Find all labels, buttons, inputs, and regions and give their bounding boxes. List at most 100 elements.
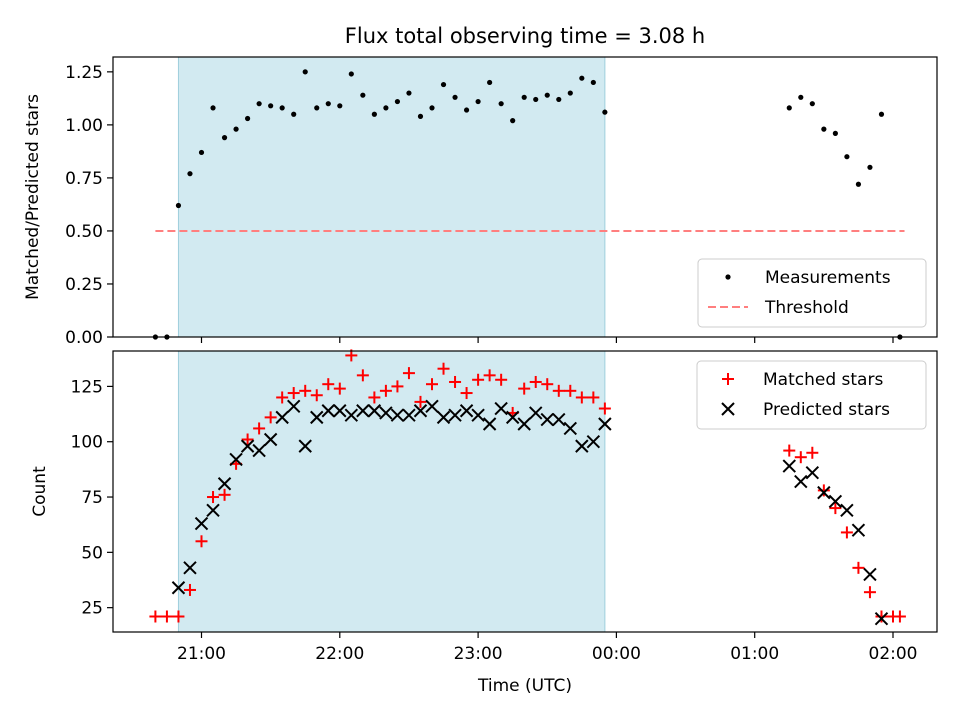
measurement-point (463, 107, 470, 113)
measurement-point (452, 94, 458, 100)
x-tick-label: 23:00 (454, 644, 503, 664)
predicted-star-point (805, 465, 820, 480)
legend-predicted-label: Predicted stars (763, 400, 890, 420)
predicted-star-point (413, 404, 428, 418)
matched-star-point (195, 535, 208, 548)
matched-star-point (840, 526, 853, 539)
bottom-y-axis: 25 50 75 100 125 (71, 377, 113, 619)
measurement-point (556, 96, 562, 103)
legend-matched-marker (722, 373, 734, 385)
top-observing-span (177, 56, 606, 338)
measurement-point (821, 126, 827, 132)
predicted-star-point (494, 401, 508, 416)
matched-star-point (356, 369, 369, 382)
predicted-star-point (540, 412, 554, 427)
top-y-tick-label: 0.75 (65, 169, 103, 189)
matched-star-point (426, 378, 438, 391)
predicted-star-point (436, 410, 451, 425)
matched-star-point (379, 384, 392, 397)
measurement-point (406, 90, 412, 96)
predicted-star-point (206, 503, 220, 518)
bottom-y-tick-label: 125 (71, 377, 103, 397)
measurement-point (602, 109, 608, 115)
x-tick-label: 22:00 (315, 644, 364, 664)
predicted-star-point (390, 408, 405, 422)
matched-star-point (541, 378, 554, 391)
matched-star-point (449, 375, 462, 388)
matched-star-point (310, 389, 323, 402)
matched-star-point (391, 380, 404, 393)
measurement-point (498, 101, 504, 107)
bottom-x-axis: 21:00 22:00 23:00 00:00 01:00 02:00 (177, 632, 918, 664)
legend-threshold-label: Threshold (764, 298, 849, 318)
matched-star-point (264, 411, 277, 424)
measurement-point (348, 71, 354, 77)
matched-star-point (322, 378, 335, 391)
predicted-star-point (252, 443, 266, 458)
predicted-star-point (482, 417, 497, 431)
measurement-point (786, 105, 792, 111)
matched-star-point (783, 444, 796, 457)
matched-star-point (575, 391, 588, 404)
top-panel: 0.00 0.25 0.50 0.75 1.00 1.25 Matched/Predict… (23, 56, 938, 348)
matched-star-point (437, 362, 450, 375)
measurement-point (475, 98, 481, 105)
measurement-point (844, 154, 850, 160)
measurement-point (268, 103, 274, 109)
matched-star-point (241, 433, 254, 446)
matched-star-point (794, 451, 807, 464)
predicted-star-point (517, 417, 531, 431)
matched-star-point (852, 561, 865, 574)
predicted-star-point (298, 439, 312, 453)
matched-star-point (460, 387, 473, 400)
predicted-star-point (529, 406, 543, 420)
bottom-y-axis-label: Count (30, 466, 50, 517)
predicted-star-point (425, 399, 439, 414)
predicted-star-point (286, 399, 301, 414)
predicted-star-point (471, 408, 485, 422)
matched-star-point (299, 384, 312, 397)
top-y-axis-label: Matched/Predicted stars (23, 94, 43, 300)
measurement-point (256, 101, 262, 107)
bottom-y-tick-label: 100 (71, 433, 103, 453)
measurement-point (521, 94, 527, 100)
predicted-star-point (598, 417, 612, 431)
measurement-point (360, 92, 366, 98)
top-legend: Measurements Threshold (697, 258, 927, 328)
measurement-point (429, 105, 435, 111)
predicted-star-point (840, 503, 854, 518)
measurement-point (867, 164, 873, 170)
bottom-y-tick-label: 75 (81, 488, 103, 508)
matched-stars-points (149, 349, 906, 623)
predicted-star-point (851, 523, 866, 537)
x-tick-label: 02:00 (869, 644, 918, 664)
bottom-axes-frame (112, 350, 938, 633)
matched-star-point (817, 484, 830, 497)
matched-star-point (172, 610, 185, 623)
measurement-point (198, 149, 205, 156)
matched-star-point (414, 395, 427, 408)
predicted-star-point (402, 408, 416, 422)
measurement-point (440, 81, 447, 88)
predicted-star-point (229, 452, 243, 467)
predicted-star-point (344, 408, 359, 422)
predicted-star-point (310, 410, 324, 425)
matched-star-point (253, 422, 266, 435)
bottom-observing-span (177, 350, 606, 633)
matched-star-point (207, 491, 220, 504)
measurement-point (510, 118, 516, 124)
predicted-star-point (874, 612, 889, 626)
predicted-star-point (586, 435, 601, 449)
predicted-star-point (333, 404, 347, 418)
predicted-star-point (863, 567, 877, 582)
measurement-point (394, 98, 401, 105)
top-y-tick-label: 0.25 (65, 275, 103, 295)
matched-star-point (402, 367, 415, 380)
predicted-star-point (194, 516, 209, 531)
top-y-tick-label: 0.50 (65, 222, 103, 242)
predicted-star-point (171, 581, 186, 595)
predicted-star-point (367, 404, 382, 418)
predicted-star-point (263, 432, 278, 447)
measurement-point (245, 115, 251, 122)
measurement-point (187, 171, 193, 177)
